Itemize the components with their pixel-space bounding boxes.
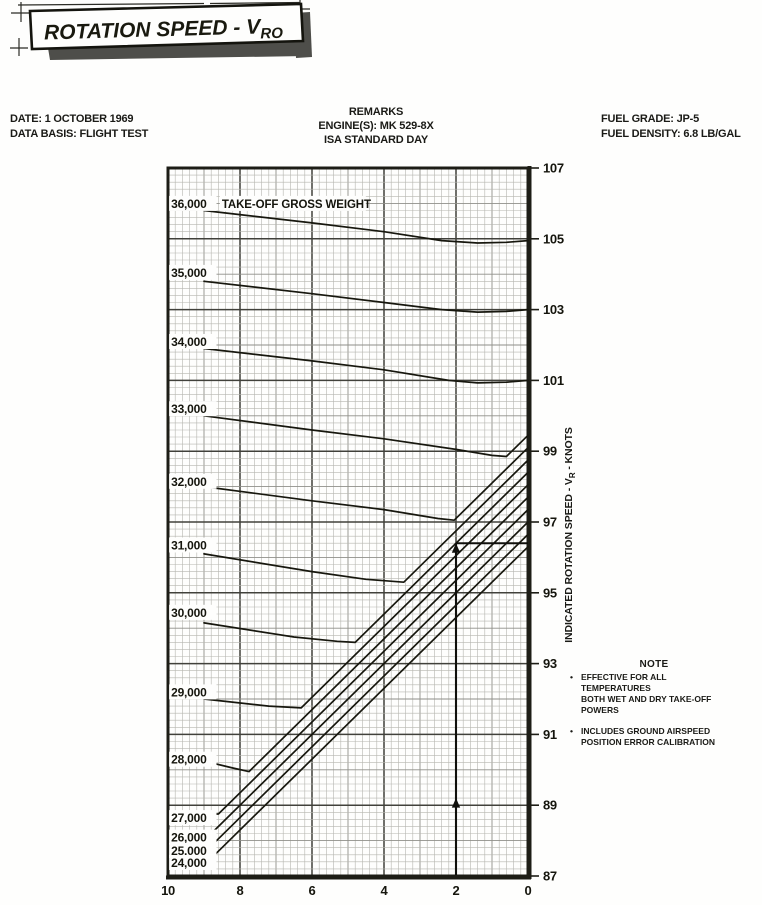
y-axis-tick-label: 87 [543, 869, 557, 884]
weight-label-bg [169, 829, 217, 845]
guide-arrowhead-icon [451, 543, 461, 553]
weight-label: 25,000 [171, 844, 207, 858]
weight-label-bg [169, 401, 217, 417]
weight-curve-26000 [206, 521, 529, 838]
fuel-block: FUEL GRADE: JP-5 FUEL DENSITY: 6.8 LB/GA… [601, 112, 741, 142]
weight-label-bg [169, 751, 217, 767]
weight-curve-28000 [203, 496, 529, 773]
isa-line: ISA STANDARD DAY [324, 134, 428, 146]
weight-label-bg [169, 843, 217, 858]
weight-label: 28,000 [171, 753, 207, 767]
weight-curve-30000 [203, 471, 529, 644]
weight-curve-25000 [208, 533, 529, 849]
weight-label: 26,000 [171, 831, 207, 845]
weight-label: 29,000 [171, 685, 207, 699]
registration-marks [10, 0, 310, 56]
weight-label-bg [169, 264, 217, 280]
gross-weight-header-bg [219, 195, 366, 211]
data-basis-line: DATA BASIS: FLIGHT TEST [10, 128, 149, 140]
weight-curve-35000 [203, 280, 529, 313]
y-axis-tick-label: 105 [543, 231, 564, 246]
engine-line: ENGINE(S): MK 529-8X [318, 120, 434, 132]
y-axis-title: INDICATED ROTATION SPEED - VR - KNOTS [563, 427, 577, 643]
remarks-block: REMARKS ENGINE(S): MK 529-8X ISA STANDAR… [276, 105, 476, 147]
remarks-title: REMARKS [348, 106, 404, 118]
weight-curve-29000 [203, 483, 529, 709]
weight-label-bg [169, 537, 217, 553]
x-axis-tick-label: 10 [161, 883, 175, 898]
x-axis-tick-label: 4 [381, 883, 389, 898]
weight-label: 32,000 [171, 475, 207, 489]
y-axis-tick-label: 99 [543, 444, 557, 459]
y-axis-tick-label: 97 [543, 515, 557, 530]
fuel-grade-line: FUEL GRADE: JP-5 [601, 113, 700, 125]
x-axis-tick-label: 6 [309, 883, 316, 898]
weight-label: 30,000 [171, 606, 207, 620]
note-block: NOTE • EFFECTIVE FOR ALL TEMPERATURES BO… [570, 659, 738, 758]
gross-weight-header: TAKE-OFF GROSS WEIGHT [222, 199, 371, 211]
note-title: NOTE [639, 659, 669, 670]
weight-label: 24,000 [171, 856, 207, 870]
title-banner: ROTATION SPEED - VRO [10, 0, 312, 60]
weight-label-bg [169, 473, 217, 489]
weight-label-bg [169, 334, 217, 349]
weight-label-bg [169, 604, 217, 620]
bullet-icon: • [570, 672, 573, 682]
note-item: • INCLUDES GROUND AIRSPEED POSITION ERRO… [570, 726, 715, 747]
weight-label-bg [169, 195, 217, 211]
weight-label: 33,000 [171, 402, 207, 416]
weight-label: 35,000 [171, 266, 207, 280]
weight-label: 31,000 [171, 539, 207, 553]
y-axis-tick-label: 103 [543, 302, 564, 317]
banner-box [28, 2, 305, 51]
y-axis-tick-label: 93 [543, 656, 557, 671]
weight-label-bg [169, 855, 217, 870]
weight-label: 36,000 [171, 197, 207, 211]
weight-label: 34,000 [171, 335, 207, 349]
weight-curve-33000 [203, 414, 529, 458]
y-axis-tick-label: 95 [543, 585, 557, 600]
date-line: DATE: 1 OCTOBER 1969 [10, 113, 134, 125]
weight-label-bg [169, 684, 217, 700]
y-axis-tick-label: 89 [543, 798, 557, 813]
y-axis-tick-label: 91 [543, 727, 557, 742]
banner-shadow-bottom [48, 40, 307, 60]
x-axis-tick-label: 0 [525, 883, 532, 898]
y-axis-tick-label: 107 [543, 161, 564, 176]
weight-curve-34000 [203, 347, 529, 384]
weight-label: 27,000 [171, 811, 207, 825]
weight-curve-32000 [203, 446, 529, 522]
guide-arrowhead-icon [451, 798, 461, 808]
weight-curve-36000 [203, 209, 529, 244]
bullet-icon: • [570, 726, 573, 736]
fuel-density-line: FUEL DENSITY: 6.8 LB/GAL [601, 128, 741, 140]
x-axis-tick-label: 8 [237, 883, 244, 898]
date-basis-block: DATE: 1 OCTOBER 1969 DATA BASIS: FLIGHT … [10, 112, 148, 142]
weight-curve-24000 [210, 545, 529, 860]
weight-label-bg [169, 810, 217, 826]
note-item: • EFFECTIVE FOR ALL TEMPERATURES BOTH WE… [570, 672, 712, 715]
x-axis-tick-label: 2 [453, 883, 460, 898]
y-axis-tick-label: 101 [543, 373, 564, 388]
weight-curve-31000 [203, 459, 529, 584]
